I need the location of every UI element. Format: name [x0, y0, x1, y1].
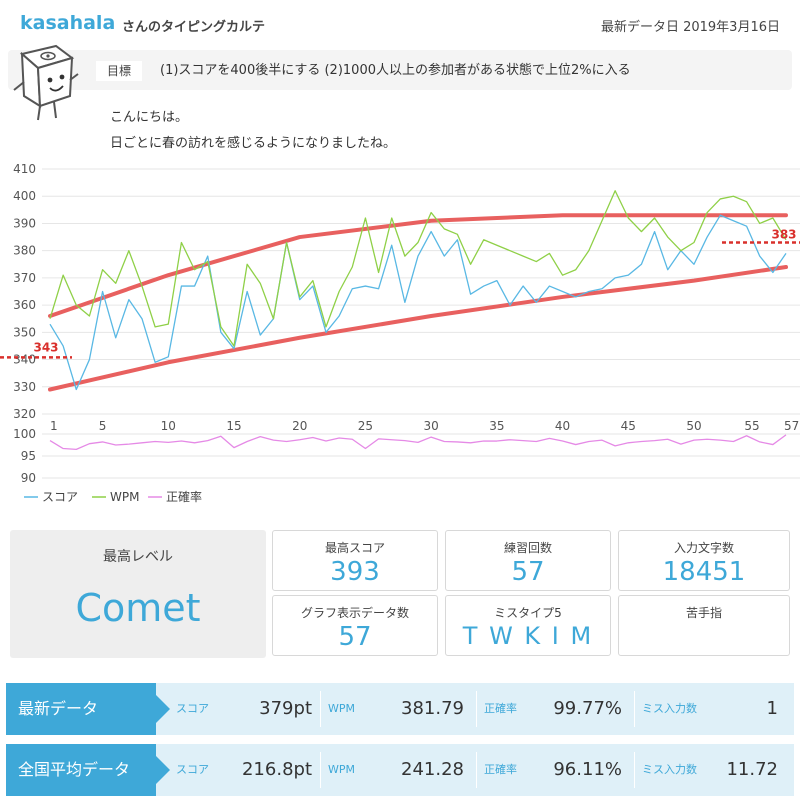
y-tick-label: 390: [13, 216, 36, 230]
x-tick-label: 30: [424, 419, 439, 433]
greeting-line-2: 日ごとに春の訪れを感じるようになりましたね。: [110, 136, 397, 151]
latest-score-value: 379pt: [259, 698, 312, 719]
latest-marker-label: 383: [771, 228, 796, 242]
y-tick-label: 400: [13, 189, 36, 203]
average-data-row: 全国平均データ スコア 216.8pt WPM 241.28 正確率 96.11…: [6, 744, 794, 796]
practice-count-value: 57: [511, 557, 545, 587]
x-tick-label: 40: [555, 419, 570, 433]
input-chars-title: 入力文字数: [673, 541, 734, 555]
trend-upper-line: [48, 213, 788, 318]
y-tick-label: 340: [13, 353, 36, 367]
average-miss-label: ミス入力数: [642, 763, 697, 776]
score-series-line: [49, 214, 787, 391]
y-tick-label: 350: [13, 325, 36, 339]
divider: [476, 691, 477, 727]
accuracy-tick-label: 90: [21, 471, 36, 485]
x-tick-label: 5: [99, 419, 107, 433]
goal-text: (1)スコアを400後半にする (2)1000人以上の参加者がある状態で上位2%…: [160, 63, 631, 78]
start-marker-label: 343: [33, 340, 58, 354]
x-tick-label: 55: [744, 419, 759, 433]
y-tick-label: 360: [13, 298, 36, 312]
latest-miss-value: 1: [766, 698, 778, 719]
average-score-value: 216.8pt: [241, 759, 312, 780]
x-tick-label: 20: [292, 419, 307, 433]
max-score-value: 393: [330, 557, 380, 587]
stats-panel: 最高レベル Comet 最高スコア 393 練習回数 57 入力文字数 1845…: [0, 520, 800, 718]
average-score-label: スコア: [176, 763, 209, 776]
x-tick-label: 45: [621, 419, 636, 433]
divider: [634, 691, 635, 727]
goal-tag: 目標: [96, 61, 142, 81]
miss-top5-title: ミスタイプ5: [494, 606, 562, 620]
greeting-line-1: こんにちは。: [110, 110, 189, 125]
max-score-title: 最高スコア: [324, 541, 385, 555]
latest-acc-label: 正確率: [484, 702, 517, 715]
miss-top5-card: ミスタイプ5 T W K I M: [445, 595, 611, 656]
page-header: kasahala さんのタイピングカルテ 最新データ日 2019年3月16日: [0, 0, 800, 46]
x-tick-label: 25: [358, 419, 373, 433]
divider: [320, 691, 321, 727]
x-tick-label: 15: [226, 419, 241, 433]
latest-score-label: スコア: [176, 702, 209, 715]
average-acc-label: 正確率: [484, 763, 517, 776]
weak-finger-title: 苦手指: [685, 606, 722, 620]
average-miss-value: 11.72: [726, 759, 778, 780]
accuracy-tick-label: 95: [21, 449, 36, 463]
average-data-label: 全国平均データ: [6, 744, 156, 796]
graph-count-title: グラフ表示データ数: [300, 606, 409, 620]
mascot-icon: [13, 44, 79, 121]
graph-count-card: グラフ表示データ数 57: [272, 595, 438, 656]
practice-count-title: 練習回数: [503, 541, 552, 555]
practice-count-card: 練習回数 57: [445, 530, 611, 591]
average-wpm-label: WPM: [328, 763, 356, 776]
x-tick-label: 35: [489, 419, 504, 433]
max-level-title: 最高レベル: [103, 549, 173, 565]
input-chars-card: 入力文字数 18451: [618, 530, 790, 591]
max-score-card: 最高スコア 393: [272, 530, 438, 591]
x-tick-label: 10: [161, 419, 176, 433]
accuracy-tick-label: 100: [13, 427, 36, 441]
latest-wpm-value: 381.79: [401, 698, 464, 719]
latest-miss-label: ミス入力数: [642, 702, 697, 715]
divider: [476, 752, 477, 788]
max-level-card: 最高レベル Comet: [10, 530, 266, 658]
input-chars-value: 18451: [662, 557, 746, 587]
latest-data-row: 最新データ スコア 379pt WPM 381.79 正確率 99.77% ミス…: [6, 683, 794, 735]
weak-finger-card: 苦手指: [618, 595, 790, 718]
y-tick-label: 410: [13, 162, 36, 176]
wpm-series-line: [49, 190, 787, 347]
y-tick-label: 320: [13, 407, 36, 421]
row-arrow-icon: [156, 756, 170, 784]
miss-top5-value: T W K I M: [462, 622, 594, 650]
y-tick-label: 370: [13, 271, 36, 285]
page-title: さんのタイピングカルテ: [122, 20, 266, 35]
legend-label: WPM: [110, 490, 139, 504]
legend-label: 正確率: [166, 489, 202, 504]
username[interactable]: kasahala: [20, 12, 116, 34]
latest-date-label: 最新データ日 2019年3月16日: [600, 20, 780, 35]
trend-lower-line: [48, 265, 788, 392]
y-tick-label: 330: [13, 380, 36, 394]
x-tick-label: 50: [686, 419, 701, 433]
latest-acc-value: 99.77%: [553, 698, 622, 719]
row-arrow-icon: [156, 695, 170, 723]
x-tick-label: 57: [784, 419, 799, 433]
latest-data-label: 最新データ: [6, 683, 156, 735]
x-tick-label: 1: [50, 419, 58, 433]
graph-count-value: 57: [338, 622, 372, 652]
divider: [634, 752, 635, 788]
average-acc-value: 96.11%: [553, 759, 622, 780]
max-level-value: Comet: [75, 586, 201, 630]
average-wpm-value: 241.28: [401, 759, 464, 780]
y-tick-label: 380: [13, 244, 36, 258]
accuracy-series-line: [49, 434, 787, 451]
latest-wpm-label: WPM: [328, 702, 356, 715]
legend-label: スコア: [42, 490, 78, 504]
divider: [320, 752, 321, 788]
